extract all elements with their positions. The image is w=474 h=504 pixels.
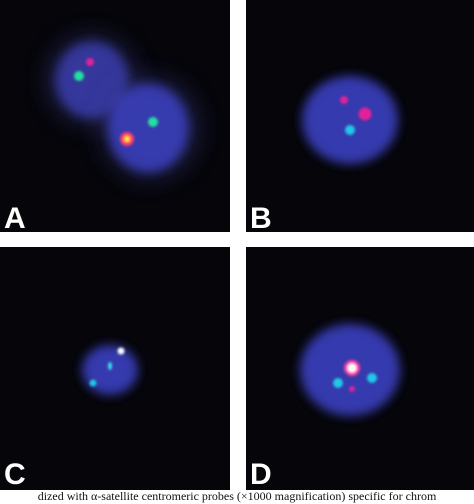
caption: dized with α-satellite centromeric probe… xyxy=(38,489,437,503)
panel-label: C xyxy=(4,458,26,491)
panel-a: A xyxy=(0,0,230,235)
panel-label: B xyxy=(250,202,272,235)
panel-label: A xyxy=(4,202,26,235)
panel-c: C xyxy=(0,247,230,491)
panel-b: B xyxy=(246,0,474,235)
panel-d: D xyxy=(246,247,474,491)
panel-label: D xyxy=(250,458,272,491)
